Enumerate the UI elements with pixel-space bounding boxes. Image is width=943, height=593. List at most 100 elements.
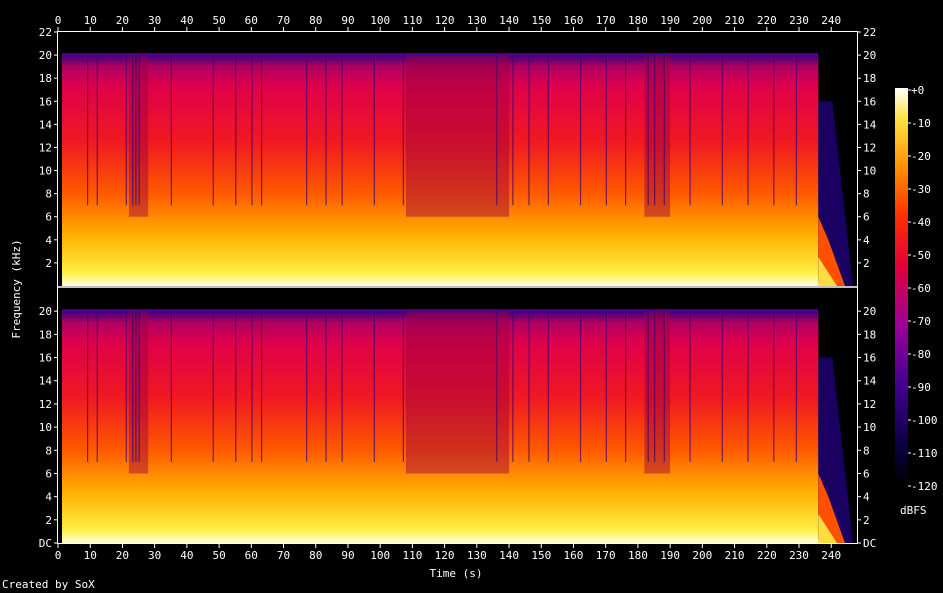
y-tick-label-left: 18 — [39, 72, 52, 85]
dropout-line — [625, 311, 627, 462]
x-tick-label-top: 150 — [531, 14, 551, 27]
dropout-line — [654, 55, 656, 206]
dropout-line — [605, 311, 607, 462]
colorbar-tick-label: -120 — [911, 480, 938, 493]
dropout-line — [402, 55, 404, 206]
quiet-section-top-1 — [405, 55, 510, 217]
x-tick-label-bottom: 40 — [180, 549, 193, 562]
dropout-line — [747, 55, 749, 206]
x-tick-label-bottom: 120 — [435, 549, 455, 562]
y-tick-label-left: 22 — [39, 26, 52, 39]
x-tick-label-top: 120 — [435, 14, 455, 27]
dropout-line — [260, 55, 263, 206]
x-tick-label-top: 90 — [341, 14, 354, 27]
spectrogram-panels — [62, 53, 853, 543]
y-tick-label-right: 12 — [863, 141, 876, 154]
dropout-line — [170, 311, 172, 462]
x-tick-label-top: 110 — [402, 14, 422, 27]
dropout-line — [325, 55, 327, 206]
quiet-section-bottom-1 — [405, 311, 510, 474]
dropout-line — [605, 55, 607, 206]
dropout-line — [795, 55, 797, 206]
colorbar-tick-label: -90 — [911, 381, 931, 394]
dropout-line — [125, 55, 127, 206]
y-tick-label-left: 6 — [45, 467, 52, 480]
dropout-line — [86, 311, 89, 462]
y-tick-label-right: 6 — [863, 211, 870, 224]
x-tick-label-bottom: 60 — [245, 549, 258, 562]
x-tick-label-bottom: 20 — [116, 549, 129, 562]
x-tick-label-top: 100 — [370, 14, 390, 27]
y-tick-label-right: 16 — [863, 95, 876, 108]
y-tick-label-left: 16 — [39, 95, 52, 108]
x-tick-label-bottom: 0 — [55, 549, 62, 562]
dropout-line — [306, 311, 308, 462]
x-tick-label-bottom: 230 — [789, 549, 809, 562]
dropout-line — [654, 311, 656, 462]
dropout-line — [496, 55, 498, 206]
dropout-line — [373, 311, 375, 462]
dropout-line — [96, 55, 98, 206]
y-tick-label-left: 10 — [39, 165, 52, 178]
dropout-line — [132, 311, 134, 462]
x-tick-label-top: 70 — [277, 14, 290, 27]
colorbar-tick-label: -50 — [911, 249, 931, 262]
dropout-line — [170, 55, 172, 206]
y-tick-label-right: 18 — [863, 72, 876, 85]
quiet-dropouts — [86, 55, 797, 474]
y-tick-label-left: 8 — [45, 444, 52, 457]
y-tick-label-right: 22 — [863, 26, 876, 39]
dropout-line — [795, 311, 797, 462]
colorbar-ticks: +0 -10 -20 -30 -40 -50 -60 -70 -80 -90 -100 -110 -12… — [908, 84, 938, 493]
x-tick-label-top: 230 — [789, 14, 809, 27]
x-tick-label-top: 240 — [821, 14, 841, 27]
dropout-line — [251, 311, 253, 462]
dropout-line — [86, 55, 89, 206]
y-tick-label-right: 14 — [863, 375, 877, 388]
y-tick-label-left: 20 — [39, 49, 52, 62]
y-tick-label-right: 12 — [863, 398, 876, 411]
dropout-line — [402, 311, 404, 462]
colorbar-tick-label: -60 — [911, 282, 931, 295]
x-tick-label-top: 40 — [180, 14, 193, 27]
y-tick-label-right: 10 — [863, 421, 876, 434]
x-axis-label: Time (s) — [430, 567, 483, 580]
x-tick-label-bottom: 80 — [309, 549, 322, 562]
dropout-line — [773, 55, 775, 206]
y-tick-label-right: 20 — [863, 49, 876, 62]
y-tick-label-right: 8 — [863, 444, 870, 457]
colorbar-tick-label: +0 — [911, 84, 924, 97]
x-tick-label-bottom: 200 — [692, 549, 712, 562]
x-tick-label-top: 50 — [212, 14, 225, 27]
x-tick-label-top: 160 — [564, 14, 584, 27]
x-tick-label-top: 140 — [499, 14, 519, 27]
y-tick-label-right: 4 — [863, 491, 870, 504]
cutoff-edge-top — [62, 53, 819, 57]
dropout-line — [663, 55, 665, 206]
x-tick-label-top: 30 — [148, 14, 161, 27]
dropout-line — [306, 55, 308, 206]
dropout-line — [341, 311, 343, 462]
dropout-line — [212, 311, 214, 462]
y-tick-label-right: 18 — [863, 328, 876, 341]
quiet-section-bottom-0 — [128, 311, 149, 474]
x-tick-label-bottom: 150 — [531, 549, 551, 562]
dropout-line — [235, 55, 237, 206]
y-tick-label-left: 12 — [39, 398, 52, 411]
cutoff-edge-bottom — [62, 309, 819, 313]
colorbar-label: dBFS — [900, 504, 927, 517]
colorbar-tick-label: -110 — [911, 447, 938, 460]
dropout-line — [235, 311, 237, 462]
dropout-line — [647, 55, 649, 206]
y-tick-label-left: 14 — [39, 375, 53, 388]
y-tick-label-left: 12 — [39, 141, 52, 154]
dropout-line — [138, 311, 140, 462]
footer-credit: Created by SoX — [2, 578, 95, 591]
spectrum-body-bottom — [62, 311, 819, 543]
colorbar-tick-label: -70 — [911, 315, 931, 328]
dropout-line — [341, 55, 343, 206]
dropout-line — [579, 311, 582, 462]
dropout-line — [721, 311, 723, 462]
x-tick-label-bottom: 130 — [467, 549, 487, 562]
